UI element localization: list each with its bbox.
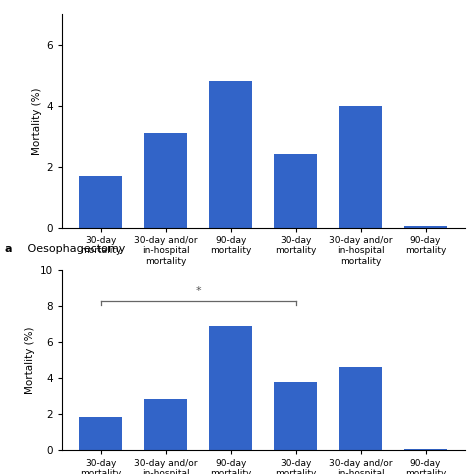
Bar bbox=[404, 449, 447, 450]
Bar bbox=[210, 81, 252, 228]
Bar bbox=[339, 106, 382, 228]
Text: a: a bbox=[5, 244, 12, 254]
Bar bbox=[274, 155, 317, 228]
Text: Oesophagectomy: Oesophagectomy bbox=[24, 244, 125, 254]
Y-axis label: Mortality (%): Mortality (%) bbox=[25, 327, 35, 394]
Bar bbox=[404, 226, 447, 228]
Bar bbox=[210, 326, 252, 450]
Bar bbox=[339, 366, 382, 450]
Text: The Netherlands (n = 2032): The Netherlands (n = 2032) bbox=[293, 306, 428, 316]
Bar bbox=[80, 417, 122, 450]
Bar bbox=[145, 399, 187, 450]
Bar bbox=[80, 176, 122, 228]
Text: Sweden (n = 475): Sweden (n = 475) bbox=[122, 306, 209, 316]
Bar bbox=[145, 133, 187, 228]
Bar bbox=[274, 382, 317, 450]
Text: *: * bbox=[195, 286, 201, 296]
Y-axis label: Mortality (%): Mortality (%) bbox=[32, 87, 42, 155]
